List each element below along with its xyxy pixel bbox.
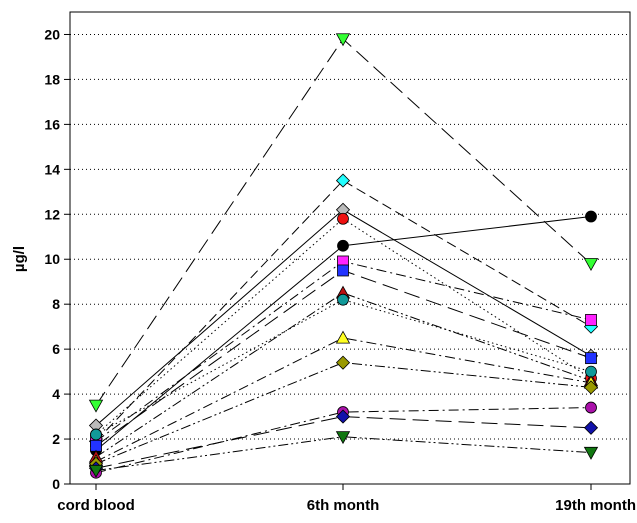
- y-tick-label: 10: [44, 251, 60, 267]
- x-tick-label: cord blood: [57, 497, 135, 514]
- y-tick-label: 18: [44, 71, 60, 87]
- triangle-down-marker: [88, 464, 104, 478]
- y-tick-label: 6: [52, 341, 60, 357]
- triangle-down-marker: [88, 399, 104, 413]
- gridlines: [70, 33, 630, 440]
- diamond-marker: [335, 173, 351, 188]
- y-axis-ticks: 0 2 4 6 8 10 12 14 16 18 20: [44, 26, 70, 492]
- circle-marker: [337, 212, 349, 225]
- diamond-marker: [583, 380, 599, 395]
- square-marker: [585, 352, 597, 365]
- square-marker: [337, 264, 349, 277]
- y-tick-label: 14: [44, 161, 60, 177]
- circle-marker: [337, 239, 349, 252]
- triangle-down-marker: [583, 446, 599, 460]
- x-tick-label: 6th month: [307, 497, 380, 514]
- y-tick-label: 12: [44, 206, 60, 222]
- y-tick-label: 2: [52, 431, 60, 447]
- y-tick-label: 4: [52, 386, 60, 402]
- x-tick-label: 19th month: [555, 497, 636, 514]
- triangle-down-marker: [583, 258, 599, 272]
- diamond-marker: [335, 355, 351, 370]
- triangle-down-marker: [335, 33, 351, 47]
- diamond-marker: [583, 420, 599, 435]
- series-line: [95, 337, 592, 462]
- y-tick-label: 20: [44, 26, 60, 42]
- series-markers: [88, 33, 599, 479]
- circle-marker: [337, 293, 349, 306]
- triangle-up-marker: [335, 330, 351, 344]
- series-line: [95, 218, 592, 435]
- circle-marker: [90, 428, 102, 441]
- circle-marker: [585, 210, 597, 223]
- square-marker: [90, 439, 102, 452]
- circle-marker: [585, 365, 597, 378]
- y-tick-label: 16: [44, 116, 60, 132]
- square-marker: [585, 314, 597, 326]
- diamond-marker: [335, 409, 351, 424]
- y-tick-label: 8: [52, 296, 60, 312]
- series-line: [95, 292, 592, 458]
- y-axis-label: µg/l: [11, 246, 28, 272]
- x-axis-ticks: cord blood 6th month 19th month: [57, 484, 636, 514]
- plot-area-frame: [69, 11, 631, 485]
- triangle-down-marker: [335, 431, 351, 445]
- series-line: [95, 416, 592, 469]
- y-tick-label: 0: [52, 476, 60, 492]
- circle-marker: [585, 401, 597, 414]
